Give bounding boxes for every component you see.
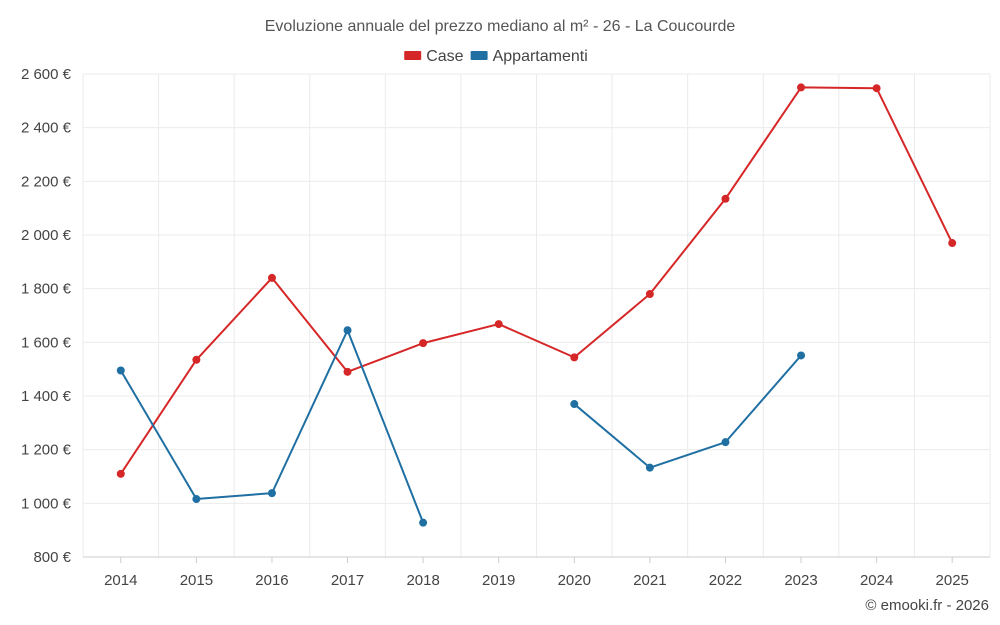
axes: 800 € 1 000 € 1 200 € 1 400 € 1 600 € 1 800 €…: [21, 66, 990, 589]
data-point[interactable]: [343, 367, 352, 376]
chart-title: Evoluzione annuale del prezzo mediano al…: [265, 18, 736, 35]
data-point[interactable]: [721, 438, 730, 447]
x-tick-label: 2020: [558, 572, 591, 589]
data-point[interactable]: [872, 84, 881, 93]
chart-legend: Case Appartamenti: [404, 48, 588, 65]
data-point[interactable]: [116, 366, 125, 375]
legend-swatch: [470, 51, 488, 60]
data-point[interactable]: [267, 273, 276, 282]
y-tick-label: 2 000 €: [21, 227, 72, 244]
data-point[interactable]: [570, 353, 579, 362]
series-line: [119, 86, 954, 475]
y-tick-label: 1 200 €: [21, 442, 72, 459]
series-case: [116, 83, 957, 478]
x-tick-label: 2016: [255, 572, 288, 589]
data-point[interactable]: [570, 400, 579, 409]
data-point[interactable]: [797, 351, 806, 360]
legend-label: Case: [426, 48, 463, 65]
legend-item[interactable]: Case: [404, 48, 464, 65]
series-layer: [116, 83, 957, 527]
y-tick-label: 2 400 €: [21, 120, 72, 137]
y-tick-label: 2 600 €: [21, 66, 72, 83]
legend-label: Appartamenti: [493, 48, 588, 65]
data-point[interactable]: [419, 518, 428, 527]
x-tick-label: 2022: [709, 572, 742, 589]
data-point[interactable]: [797, 83, 806, 92]
y-tick-label: 800 €: [33, 549, 71, 566]
credit-text: © emooki.fr - 2026: [865, 597, 989, 614]
data-point[interactable]: [343, 326, 352, 335]
legend-item[interactable]: Appartamenti: [470, 48, 588, 65]
data-point[interactable]: [645, 290, 654, 299]
data-point[interactable]: [267, 489, 276, 498]
x-tick-label: 2017: [331, 572, 364, 589]
series-line: [573, 354, 802, 469]
legend-swatch: [404, 51, 422, 60]
data-point[interactable]: [721, 194, 730, 203]
data-point[interactable]: [192, 495, 201, 504]
series-appartamenti: [116, 326, 806, 527]
data-point[interactable]: [192, 355, 201, 364]
x-tick-label: 2024: [860, 572, 893, 589]
x-tick-label: 2025: [936, 572, 969, 589]
y-tick-label: 2 200 €: [21, 173, 72, 190]
data-point[interactable]: [116, 469, 125, 478]
y-tick-label: 1 400 €: [21, 388, 72, 405]
data-point[interactable]: [645, 463, 654, 472]
x-tick-label: 2023: [784, 572, 817, 589]
y-tick-label: 1 800 €: [21, 281, 72, 298]
x-tick-label: 2015: [180, 572, 213, 589]
x-tick-label: 2018: [406, 572, 439, 589]
data-point[interactable]: [419, 339, 428, 348]
y-tick-label: 1 000 €: [21, 495, 72, 512]
x-tick-label: 2021: [633, 572, 666, 589]
y-tick-label: 1 600 €: [21, 334, 72, 351]
x-tick-label: 2019: [482, 572, 515, 589]
data-point[interactable]: [494, 320, 503, 329]
x-tick-label: 2014: [104, 572, 137, 589]
data-point[interactable]: [948, 239, 957, 248]
grid-lines: [82, 73, 991, 558]
